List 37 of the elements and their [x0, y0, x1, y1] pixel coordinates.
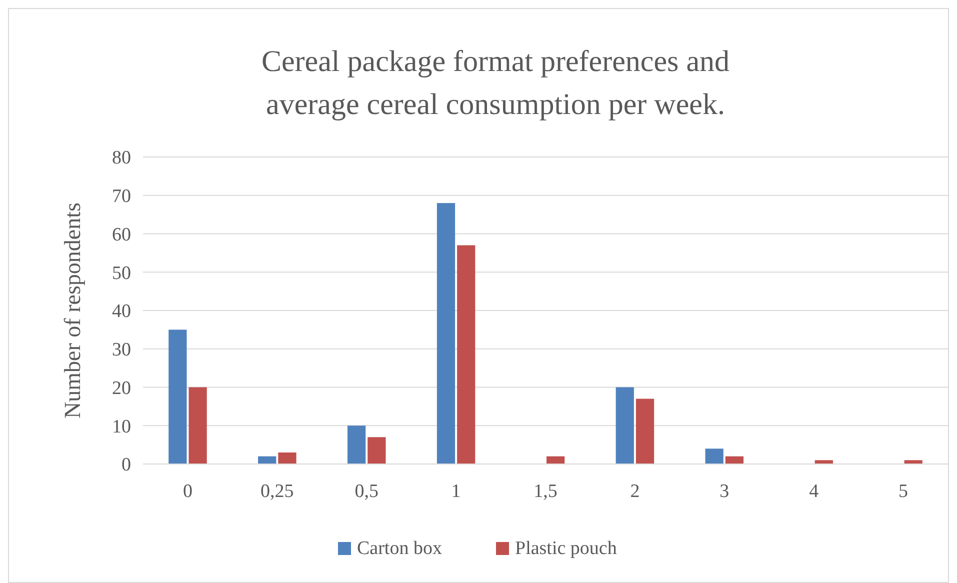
bar [278, 452, 296, 464]
bar [258, 456, 276, 464]
legend-label: Plastic pouch [515, 538, 618, 559]
x-tick-label: 4 [809, 481, 820, 502]
x-tick-label: 0,5 [354, 481, 378, 502]
bar [636, 398, 654, 464]
x-tick-label: 2 [630, 481, 640, 502]
bar [188, 387, 207, 464]
x-tick-label: 0 [182, 481, 192, 502]
x-tick-label: 1,5 [534, 481, 558, 502]
x-tick-label: 1 [451, 481, 461, 502]
y-tick-label: 30 [112, 340, 131, 361]
bar [436, 203, 456, 464]
bar [904, 460, 922, 464]
x-tick-label: 3 [720, 481, 730, 502]
bar [546, 456, 565, 464]
x-tick-label: 0,25 [260, 481, 294, 502]
y-tick-label: 40 [112, 301, 131, 322]
chart-title: Cereal package format preferences and average cereal consumption per week. [261, 45, 730, 121]
bar [347, 426, 366, 464]
legend-label: Carton box [357, 538, 442, 559]
bar [814, 460, 833, 464]
y-tick-label: 10 [112, 416, 131, 438]
y-tick-label: 20 [112, 378, 131, 399]
y-tick-label: 50 [112, 262, 131, 284]
bar [457, 245, 476, 464]
bar [168, 330, 187, 464]
y-axis-title: Number of respondents [60, 202, 85, 418]
bar [616, 387, 634, 464]
bar [705, 448, 724, 464]
y-tick-label: 80 [112, 148, 131, 169]
y-tick-label: 70 [112, 186, 131, 208]
bar [368, 437, 386, 464]
x-tick-label: 5 [898, 481, 908, 502]
y-tick-label: 60 [112, 224, 131, 246]
y-tick-label: 0 [122, 454, 131, 476]
bar [725, 456, 744, 464]
